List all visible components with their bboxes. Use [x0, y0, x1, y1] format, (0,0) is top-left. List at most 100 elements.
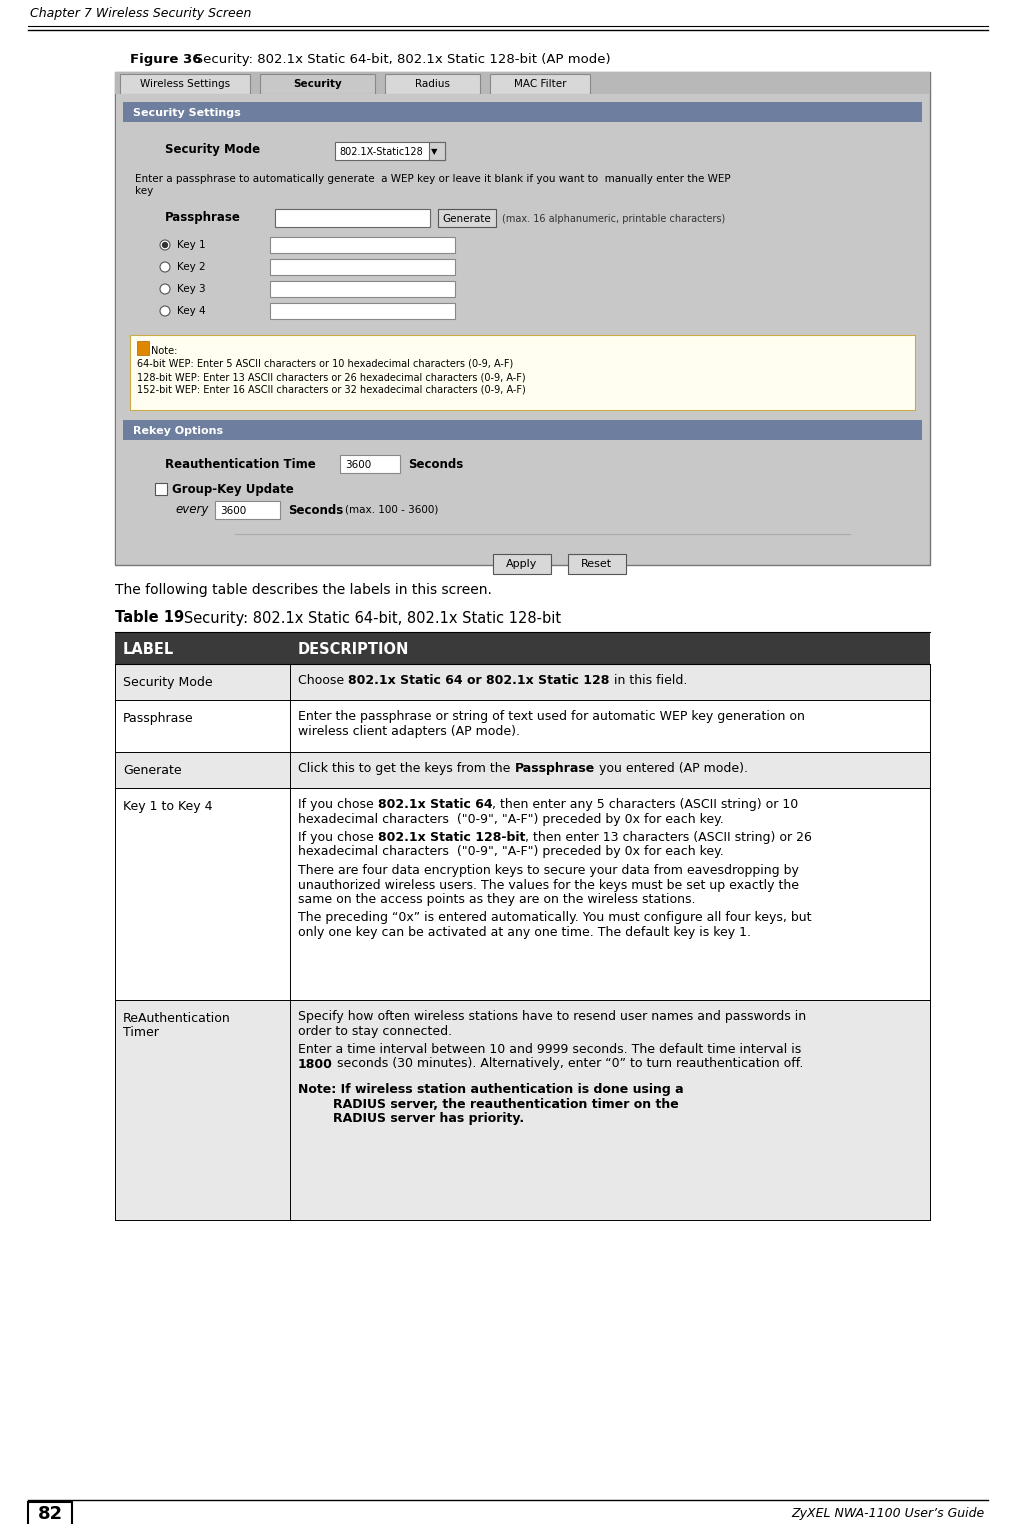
Text: Generate: Generate: [123, 764, 182, 777]
Text: Passphrase: Passphrase: [123, 712, 194, 725]
Bar: [130, 335, 915, 410]
Text: Rekey Options: Rekey Options: [133, 427, 224, 436]
Text: only one key can be activated at any one time. The default key is key 1.: only one key can be activated at any one…: [298, 927, 751, 939]
Text: Seconds: Seconds: [288, 503, 343, 517]
Text: Reauthentication Time: Reauthentication Time: [165, 457, 316, 471]
Text: Wireless Settings: Wireless Settings: [140, 79, 230, 88]
Text: Note:: Note:: [151, 346, 178, 357]
Text: unauthorized wireless users. The values for the keys must be set up exactly the: unauthorized wireless users. The values …: [298, 878, 799, 892]
Circle shape: [163, 242, 168, 247]
Text: Click this to get the keys from the: Click this to get the keys from the: [298, 762, 514, 776]
Circle shape: [160, 239, 170, 250]
Circle shape: [160, 262, 170, 271]
Text: Note: If wireless station authentication is done using a: Note: If wireless station authentication…: [298, 1084, 684, 1096]
Text: Radius: Radius: [415, 79, 450, 88]
Bar: [270, 259, 455, 274]
Text: (max. 16 alphanumeric, printable characters): (max. 16 alphanumeric, printable charact…: [502, 213, 725, 224]
Text: 64-bit WEP: Enter 5 ASCII characters or 10 hexadecimal characters (0-9, A-F): 64-bit WEP: Enter 5 ASCII characters or …: [137, 360, 513, 369]
Text: Generate: Generate: [443, 213, 492, 224]
Bar: [115, 632, 930, 664]
Text: Security: 802.1x Static 64-bit, 802.1x Static 128-bit (AP mode): Security: 802.1x Static 64-bit, 802.1x S…: [182, 53, 611, 67]
Bar: [115, 700, 930, 751]
Bar: [155, 483, 167, 495]
Text: Key 2: Key 2: [177, 262, 205, 271]
Bar: [490, 75, 590, 94]
Text: 3600: 3600: [220, 506, 246, 517]
Text: 128-bit WEP: Enter 13 ASCII characters or 26 hexadecimal characters (0-9, A-F): 128-bit WEP: Enter 13 ASCII characters o…: [137, 372, 525, 383]
Text: MAC Filter: MAC Filter: [514, 79, 566, 88]
Text: same on the access points as they are on the wireless stations.: same on the access points as they are on…: [298, 893, 696, 905]
Text: Apply: Apply: [506, 559, 537, 568]
Text: Passphrase: Passphrase: [514, 762, 594, 776]
Text: 1800: 1800: [298, 1058, 333, 1070]
Bar: [28, 1503, 72, 1524]
Text: , then enter any 5 characters (ASCII string) or 10: , then enter any 5 characters (ASCII str…: [493, 799, 799, 811]
Bar: [493, 555, 551, 575]
Bar: [429, 142, 445, 160]
Bar: [335, 142, 445, 160]
Text: wireless client adapters (AP mode).: wireless client adapters (AP mode).: [298, 724, 520, 738]
Text: hexadecimal characters  ("0-9", "A-F") preceded by 0x for each key.: hexadecimal characters ("0-9", "A-F") pr…: [298, 846, 723, 858]
Text: Enter a time interval between 10 and 9999 seconds. The default time interval is: Enter a time interval between 10 and 999…: [298, 1042, 802, 1056]
Text: Security Mode: Security Mode: [123, 677, 212, 689]
Text: ZyXEL NWA-1100 User’s Guide: ZyXEL NWA-1100 User’s Guide: [791, 1507, 985, 1521]
Bar: [568, 555, 626, 575]
Bar: [115, 664, 930, 700]
Circle shape: [160, 283, 170, 294]
Text: There are four data encryption keys to secure your data from eavesdropping by: There are four data encryption keys to s…: [298, 864, 799, 876]
Text: RADIUS server has priority.: RADIUS server has priority.: [298, 1113, 524, 1125]
Text: 802.1X-Static128: 802.1X-Static128: [339, 146, 423, 157]
Text: Key 3: Key 3: [177, 283, 205, 294]
Text: Security Settings: Security Settings: [133, 108, 241, 117]
Text: Security Mode: Security Mode: [165, 143, 260, 157]
Bar: [215, 501, 280, 520]
Bar: [115, 72, 930, 565]
Text: Figure 36: Figure 36: [130, 53, 201, 67]
Text: Key 1 to Key 4: Key 1 to Key 4: [123, 800, 212, 812]
Text: DESCRIPTION: DESCRIPTION: [298, 642, 409, 657]
Text: you entered (AP mode).: you entered (AP mode).: [594, 762, 748, 776]
Text: Group-Key Update: Group-Key Update: [172, 483, 294, 495]
Text: If you chose: If you chose: [298, 831, 378, 844]
Text: , then enter 13 characters (ASCII string) or 26: , then enter 13 characters (ASCII string…: [525, 831, 812, 844]
Text: 802.1x Static 64: 802.1x Static 64: [378, 799, 493, 811]
Bar: [115, 72, 930, 94]
Text: 802.1x Static 64 or 802.1x Static 128: 802.1x Static 64 or 802.1x Static 128: [348, 674, 610, 687]
Text: 3600: 3600: [345, 460, 371, 469]
Text: 152-bit WEP: Enter 16 ASCII characters or 32 hexadecimal characters (0-9, A-F): 152-bit WEP: Enter 16 ASCII characters o…: [137, 386, 525, 395]
Bar: [260, 75, 375, 94]
Text: Chapter 7 Wireless Security Screen: Chapter 7 Wireless Security Screen: [30, 8, 251, 20]
Bar: [115, 751, 930, 788]
Text: LABEL: LABEL: [123, 642, 175, 657]
Text: seconds (30 minutes). Alternatively, enter “0” to turn reauthentication off.: seconds (30 minutes). Alternatively, ent…: [333, 1058, 804, 1070]
Circle shape: [160, 306, 170, 315]
Bar: [123, 102, 922, 122]
Bar: [115, 1000, 930, 1221]
Bar: [120, 75, 250, 94]
Bar: [137, 341, 149, 355]
Bar: [270, 303, 455, 319]
Text: every: every: [175, 503, 208, 517]
Text: RADIUS server, the reauthentication timer on the: RADIUS server, the reauthentication time…: [298, 1097, 679, 1111]
Bar: [270, 280, 455, 297]
Text: ReAuthentication: ReAuthentication: [123, 1012, 231, 1026]
Text: Security: 802.1x Static 64-bit, 802.1x Static 128-bit: Security: 802.1x Static 64-bit, 802.1x S…: [170, 611, 561, 625]
Text: The preceding “0x” is entered automatically. You must configure all four keys, b: The preceding “0x” is entered automatica…: [298, 911, 812, 925]
Bar: [340, 456, 400, 472]
Bar: [116, 94, 929, 564]
Text: The following table describes the labels in this screen.: The following table describes the labels…: [115, 584, 492, 597]
Text: (max. 100 - 3600): (max. 100 - 3600): [345, 504, 438, 515]
Text: Passphrase: Passphrase: [165, 212, 241, 224]
Text: 82: 82: [38, 1506, 63, 1522]
Text: Key 4: Key 4: [177, 306, 205, 315]
Text: ▼: ▼: [431, 148, 438, 157]
Text: Security: Security: [294, 79, 341, 88]
Text: Enter the passphrase or string of text used for automatic WEP key generation on: Enter the passphrase or string of text u…: [298, 710, 805, 722]
Text: Enter a passphrase to automatically generate  a WEP key or leave it blank if you: Enter a passphrase to automatically gene…: [135, 174, 731, 195]
Bar: [438, 209, 496, 227]
Text: in this field.: in this field.: [610, 674, 687, 687]
Text: Table 19: Table 19: [115, 611, 184, 625]
Text: Specify how often wireless stations have to resend user names and passwords in: Specify how often wireless stations have…: [298, 1010, 806, 1023]
Text: Timer: Timer: [123, 1027, 158, 1039]
Bar: [115, 788, 930, 1000]
